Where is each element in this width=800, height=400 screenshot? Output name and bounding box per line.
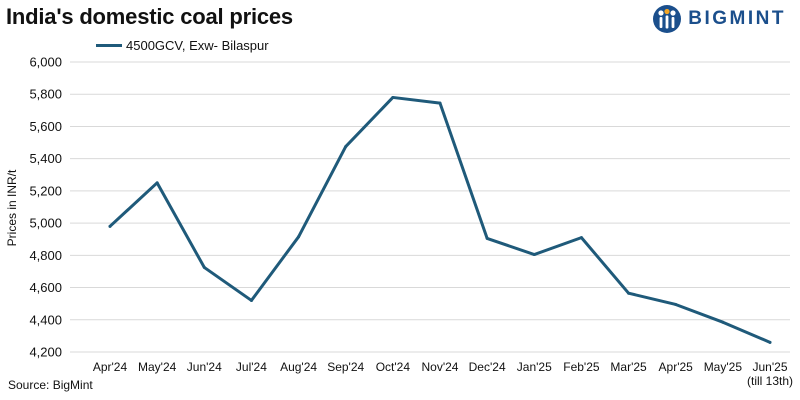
y-tick-label: 4,800 <box>29 248 62 263</box>
y-tick-label: 4,200 <box>29 345 62 360</box>
y-tick-label: 5,200 <box>29 183 62 198</box>
data-point <box>768 340 772 344</box>
x-tick-label: Jan'25 <box>517 360 552 374</box>
data-point <box>674 302 678 306</box>
bigmint-logo-text: BIGMINT <box>688 8 786 29</box>
x-tick-label: Nov'24 <box>422 360 459 374</box>
y-tick-label: 4,600 <box>29 280 62 295</box>
x-tick-label: Aug'24 <box>280 360 317 374</box>
x-tick-label: Oct'24 <box>376 360 411 374</box>
legend: 4500GCV, Exw- Bilaspur <box>96 38 269 53</box>
x-tick-label: Dec'24 <box>469 360 506 374</box>
series-line <box>108 95 772 344</box>
bigmint-logo-icon <box>653 5 682 33</box>
data-point <box>249 298 253 302</box>
y-axis-label: Prices in INR/t <box>5 169 19 246</box>
x-tick-label: Sep'24 <box>327 360 364 374</box>
x-tick-label: Apr'25 <box>659 360 694 374</box>
x-tick-label: Jul'24 <box>236 360 267 374</box>
legend-swatch <box>96 44 122 47</box>
data-point <box>627 291 631 295</box>
x-tick-label: Jun'25 <box>753 360 788 374</box>
data-point <box>202 265 206 269</box>
data-point <box>297 235 301 239</box>
x-tick-label: Feb'25 <box>563 360 600 374</box>
data-point <box>155 181 159 185</box>
x-tick-label: May'24 <box>138 360 177 374</box>
data-point <box>485 236 489 240</box>
data-point <box>532 253 536 257</box>
bigmint-logo: BIGMINT <box>652 4 786 34</box>
x-tick-label: Jun'24 <box>187 360 222 374</box>
data-point <box>438 101 442 105</box>
x-tick-note: (till 13th) <box>747 374 793 388</box>
data-point <box>721 320 725 324</box>
y-tick-label: 6,000 <box>29 55 62 70</box>
data-point <box>108 224 112 228</box>
legend-label: 4500GCV, Exw- Bilaspur <box>126 38 269 53</box>
x-tick-label: Mar'25 <box>610 360 647 374</box>
data-point <box>391 95 395 99</box>
source-note: Source: BigMint <box>8 378 93 392</box>
y-tick-label: 5,600 <box>29 119 62 134</box>
y-tick-label: 5,000 <box>29 216 62 231</box>
y-tick-label: 5,400 <box>29 151 62 166</box>
data-point <box>344 145 348 149</box>
x-tick-label: May'25 <box>704 360 743 374</box>
y-tick-label: 4,400 <box>29 312 62 327</box>
chart-title: India's domestic coal prices <box>6 4 293 29</box>
y-tick-label: 5,800 <box>29 87 62 102</box>
data-point <box>579 236 583 240</box>
x-tick-label: Apr'24 <box>93 360 128 374</box>
